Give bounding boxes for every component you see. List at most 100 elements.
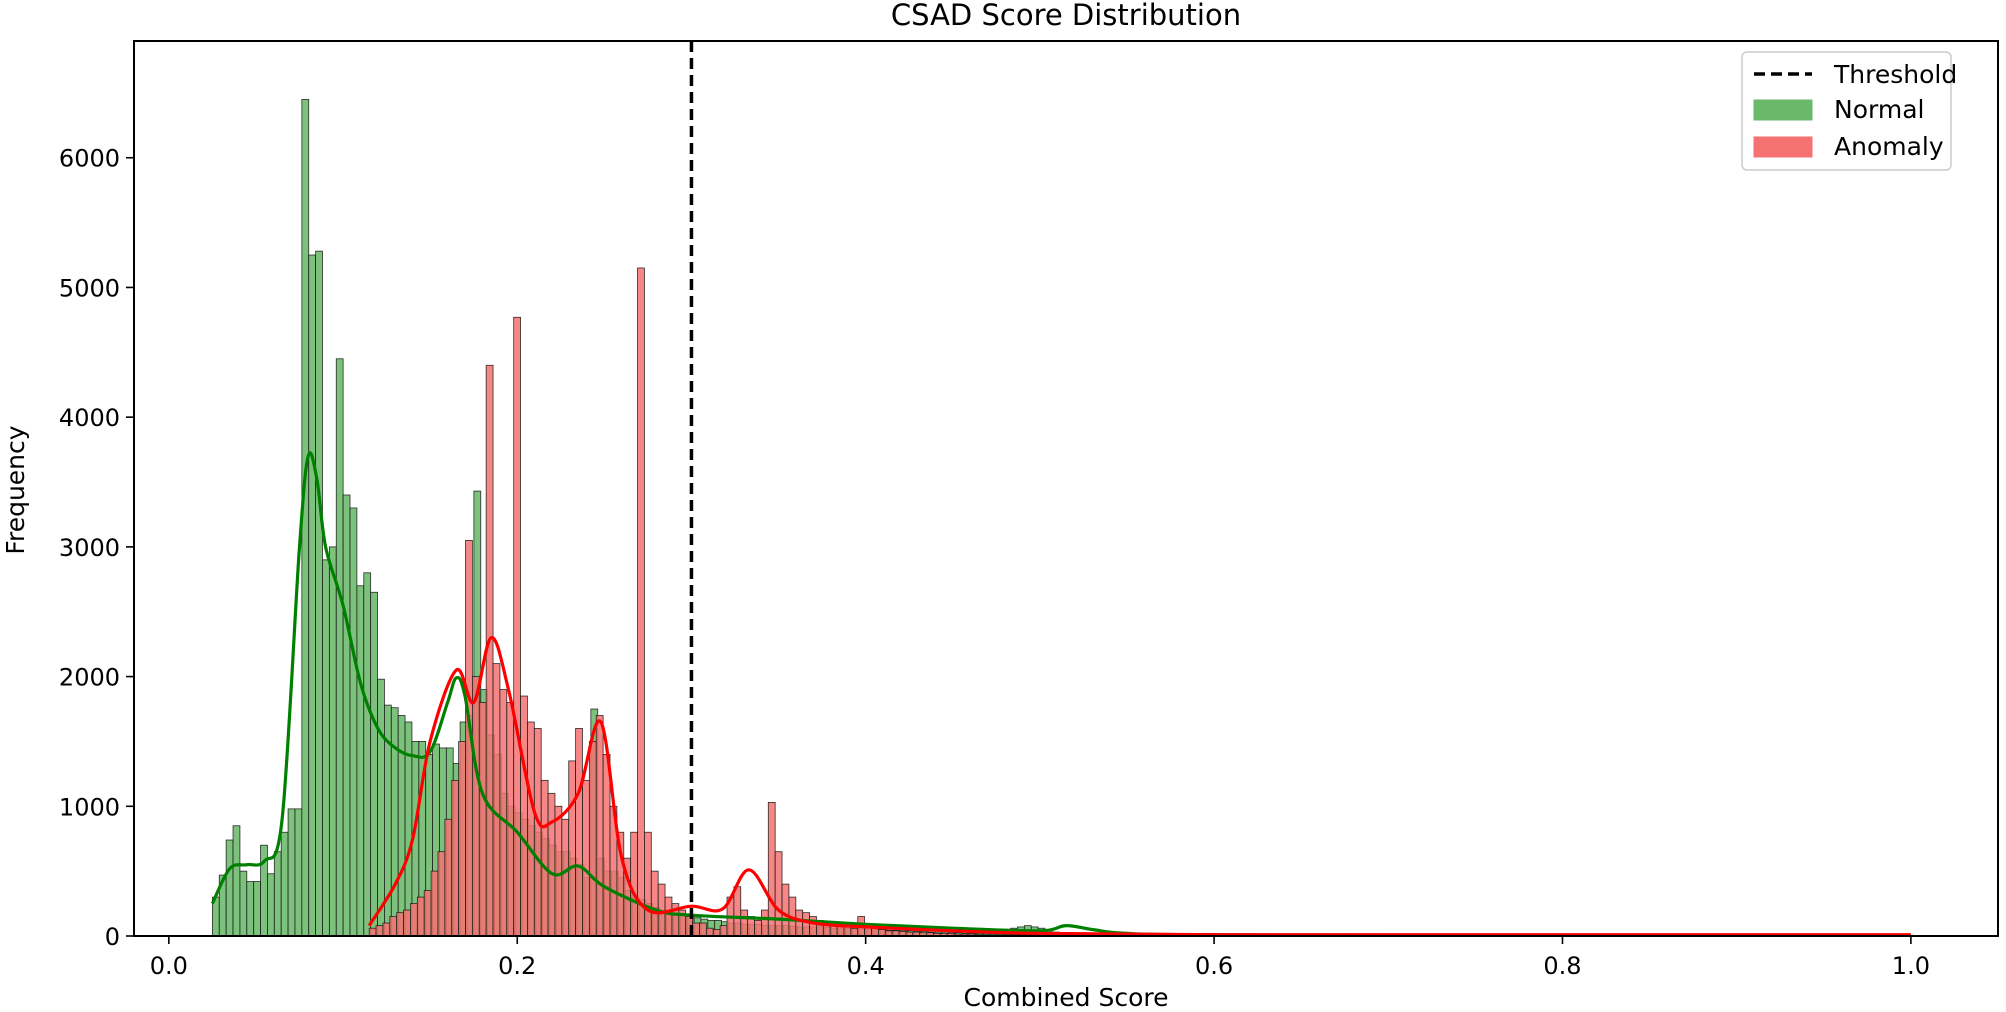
legend-label-anomaly: Anomaly <box>1834 132 1944 161</box>
x-tick-label: 0.0 <box>150 952 188 980</box>
bar-anomaly <box>382 922 391 937</box>
bar-normal <box>349 507 358 937</box>
kde-line-anomaly <box>367 636 1911 937</box>
bar-normal <box>294 808 303 937</box>
y-tick-label: 3000 <box>59 534 120 562</box>
bar-normal <box>377 678 385 937</box>
legend-threshold-label: Threshold <box>1833 60 1957 89</box>
bar-anomaly <box>520 695 528 937</box>
bar-anomaly <box>533 728 542 937</box>
x-tick-label: 0.4 <box>847 952 885 980</box>
kde-line-normal <box>210 451 1911 938</box>
bar-normal <box>342 494 351 937</box>
legend-swatch-anomaly <box>1753 136 1813 158</box>
bar-normal <box>370 591 378 937</box>
bar-anomaly <box>595 715 604 937</box>
y-tick-label: 0 <box>105 923 120 951</box>
x-tick-label: 1.0 <box>1892 952 1930 980</box>
x-axis-label: Combined Score <box>964 983 1169 1012</box>
bar-anomaly <box>403 909 411 937</box>
y-tick-label: 1000 <box>59 793 120 821</box>
bar-anomaly <box>733 886 742 937</box>
bar-anomaly <box>430 870 439 937</box>
bar-anomaly <box>416 896 425 937</box>
bar-anomaly <box>458 741 466 937</box>
bar-anomaly <box>437 851 446 937</box>
bar-anomaly <box>602 754 611 937</box>
bar-anomaly <box>410 903 418 937</box>
bar-anomaly <box>781 883 790 937</box>
bar-anomaly <box>499 689 508 937</box>
bar-normal <box>308 254 317 937</box>
bar-anomaly <box>389 916 398 937</box>
y-tick-label: 6000 <box>59 145 120 173</box>
bar-anomaly <box>506 702 515 937</box>
bar-anomaly <box>871 927 879 937</box>
bar-anomaly <box>774 851 783 937</box>
kde-lines <box>210 451 1911 938</box>
bar-normal <box>239 870 248 937</box>
bar-anomaly <box>471 676 480 937</box>
bar-anomaly <box>699 922 707 937</box>
bar-anomaly <box>513 316 521 937</box>
bar-normal <box>287 808 296 937</box>
bar-normal <box>273 851 282 937</box>
bar-anomaly <box>761 909 769 937</box>
bar-normal <box>232 825 241 937</box>
bar-anomaly <box>423 890 432 937</box>
x-tick-label: 0.6 <box>1195 952 1233 980</box>
bar-anomaly <box>692 922 700 937</box>
bar-anomaly <box>582 779 590 937</box>
bar-anomaly <box>637 267 645 937</box>
bar-normal <box>390 707 399 937</box>
bar-anomaly <box>843 926 852 937</box>
bar-anomaly <box>561 818 570 937</box>
x-tick-label: 0.2 <box>498 952 536 980</box>
bar-anomaly <box>540 779 549 937</box>
bar-normal <box>246 881 255 937</box>
legend-swatch-normal <box>1753 99 1813 121</box>
bar-normal <box>253 881 261 937</box>
bar-anomaly <box>740 909 749 937</box>
y-axis-label: Frequency <box>1 425 30 554</box>
bar-anomaly <box>767 802 776 937</box>
bar-anomaly <box>568 760 577 937</box>
bar-anomaly <box>368 927 377 937</box>
y-axis: 0 1000 2000 3000 4000 5000 6000 <box>59 145 134 951</box>
bar-normal <box>397 715 406 937</box>
bar-anomaly <box>588 741 597 937</box>
bar-normal <box>335 358 344 937</box>
bar-anomaly <box>719 925 728 937</box>
bar-anomaly <box>451 779 460 937</box>
legend: Threshold Normal Anomaly <box>1741 51 1957 171</box>
bar-normal <box>363 572 372 937</box>
bar-anomaly <box>754 920 762 937</box>
bar-normal <box>267 873 275 937</box>
bar-anomaly <box>795 909 804 937</box>
y-tick-label: 5000 <box>59 274 120 302</box>
bar-normal <box>322 559 330 937</box>
bar-anomaly <box>396 912 404 937</box>
bar-anomaly <box>630 831 638 937</box>
bar-normal <box>328 546 337 937</box>
bar-anomaly <box>375 925 384 937</box>
bar-anomaly <box>705 927 714 937</box>
chart-title: CSAD Score Distribution <box>891 0 1241 32</box>
y-tick-label: 4000 <box>59 404 120 432</box>
bar-anomaly <box>850 927 859 937</box>
bar-anomaly <box>492 663 501 937</box>
bar-normal <box>280 831 289 937</box>
legend-label-normal: Normal <box>1834 95 1924 124</box>
bar-anomaly <box>650 870 659 937</box>
bar-anomaly <box>802 912 810 937</box>
bar-anomaly <box>575 728 583 937</box>
bar-normal <box>356 585 365 937</box>
bar-normal <box>315 250 323 937</box>
bar-anomaly <box>444 818 453 937</box>
plot-frame <box>133 40 1999 937</box>
bar-normal <box>225 839 234 937</box>
bars-normal <box>211 98 1080 937</box>
bar-anomaly <box>478 702 487 937</box>
bar-anomaly <box>527 721 535 937</box>
